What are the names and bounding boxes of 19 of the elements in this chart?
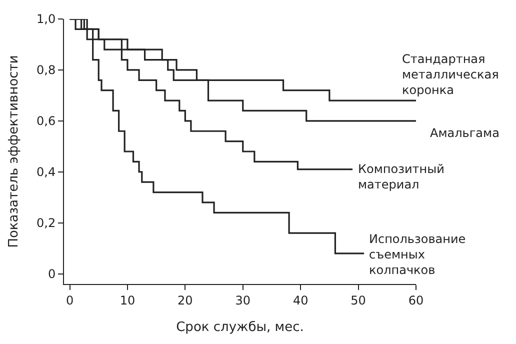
x-tick-label: 40 — [292, 293, 308, 308]
x-tick-label: 60 — [408, 293, 424, 308]
x-tick-label: 0 — [66, 293, 74, 308]
series-label: Композитный материал — [358, 162, 444, 192]
series-label: Амальгама — [430, 126, 500, 140]
y-tick-label: 0,4 — [36, 165, 56, 180]
x-tick-label: 10 — [120, 293, 136, 308]
x-tick-label: 30 — [235, 293, 251, 308]
y-tick-label: 0,8 — [36, 63, 56, 78]
series-label: Использование съемных колпачков — [369, 232, 466, 278]
x-tick-label: 20 — [178, 293, 193, 308]
x-axis-title: Срок службы, мес. — [176, 320, 304, 335]
y-tick-label: 0,6 — [36, 114, 56, 128]
x-tick-label: 50 — [350, 293, 366, 308]
y-axis-title: Показатель эффективности — [6, 55, 22, 248]
y-tick-label: 0 — [48, 267, 56, 282]
y-tick-label: 0,2 — [36, 216, 56, 230]
y-tick-label: 1,0 — [36, 12, 56, 26]
series-label: Стандартная металлическая коронка — [402, 52, 499, 98]
